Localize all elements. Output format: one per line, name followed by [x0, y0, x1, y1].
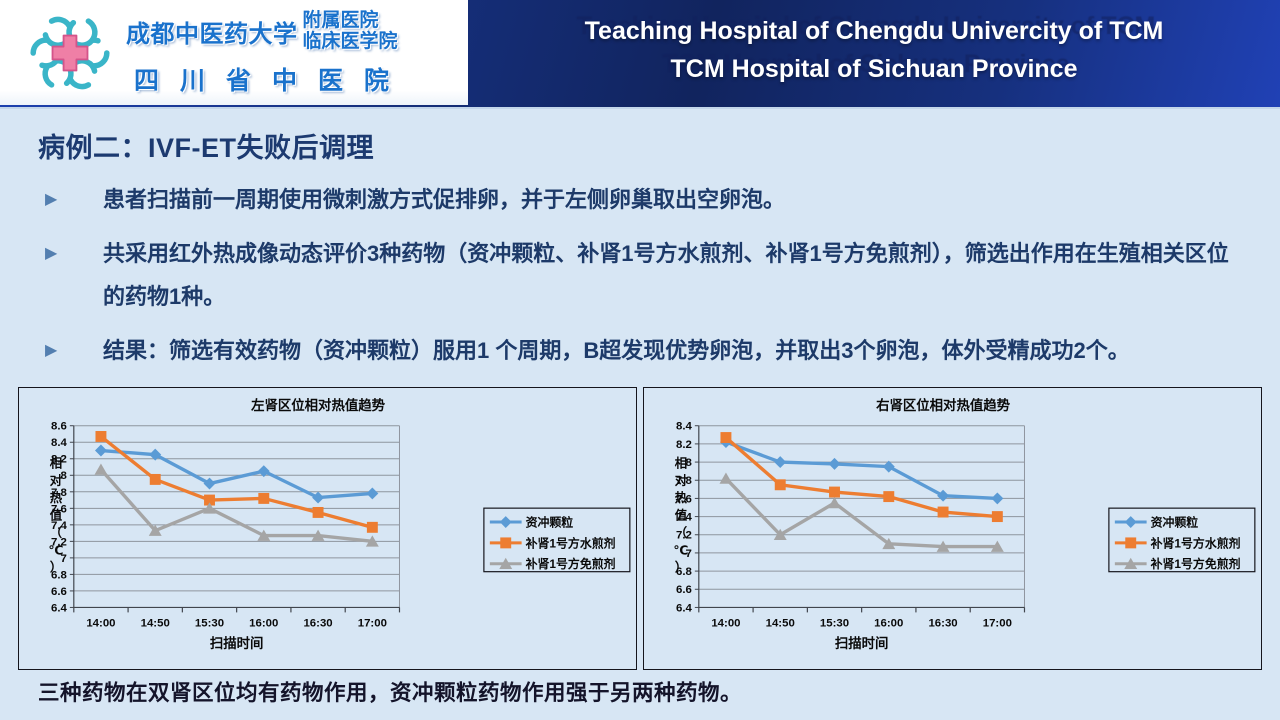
- svg-text:7.8: 7.8: [51, 487, 67, 499]
- bullet-triangle-icon: [42, 232, 103, 318]
- svg-text:7.4: 7.4: [51, 520, 68, 532]
- svg-text:）: ）: [50, 560, 62, 575]
- svg-text:17:00: 17:00: [983, 617, 1012, 629]
- logo-affiliated-hospital: 附属医院: [302, 10, 379, 31]
- bullet-item: 共采用红外热成像动态评价3种药物（资冲颗粒、补肾1号方水煎剂、补肾1号方免煎剂）…: [42, 232, 1248, 318]
- series-1: [95, 431, 378, 533]
- svg-text:值: 值: [50, 508, 63, 523]
- svg-text:7.6: 7.6: [51, 503, 67, 515]
- logo-clinical-school: 临床医学院: [302, 31, 398, 52]
- svg-text:补肾1号方水煎剂: 补肾1号方水煎剂: [525, 536, 616, 550]
- svg-text:8.2: 8.2: [676, 439, 692, 451]
- svg-text:7.8: 7.8: [676, 475, 692, 487]
- header-title-line2: TCM Hospital of Sichuan Province: [670, 55, 1078, 83]
- logo-cross-icon: [51, 34, 89, 72]
- svg-text:℃: ℃: [48, 543, 63, 557]
- series-0: [94, 444, 379, 504]
- svg-text:14:00: 14:00: [711, 617, 740, 629]
- svg-text:15:30: 15:30: [820, 617, 849, 629]
- svg-text:6.6: 6.6: [676, 584, 692, 596]
- svg-text:热: 热: [50, 490, 63, 505]
- svg-text:6.8: 6.8: [51, 569, 67, 581]
- svg-text:16:30: 16:30: [303, 617, 332, 629]
- header-title: Teaching Hospital of Chengdu Univercity …: [468, 12, 1280, 88]
- left-kidney-chart: 8.6 8.4 8.2 8 7.8 7.6 7.4 7.2 7 6.8 6.6 6.4 14:00 14:…: [18, 387, 637, 670]
- svg-text:补肾1号方免煎剂: 补肾1号方免煎剂: [1150, 557, 1241, 571]
- svg-text:16:30: 16:30: [928, 617, 957, 629]
- conclusion-text: 三种药物在双肾区位均有药物作用，资冲颗粒药物作用强于另两种药物。: [38, 681, 743, 705]
- bullet-item: 患者扫描前一周期使用微刺激方式促排卵，并于左侧卵巢取出空卵泡。: [42, 178, 1248, 221]
- svg-text:8.4: 8.4: [676, 421, 693, 433]
- svg-text:8: 8: [686, 457, 692, 469]
- bullet-list: 患者扫描前一周期使用微刺激方式促排卵，并于左侧卵巢取出空卵泡。 共采用红外热成像…: [42, 178, 1248, 383]
- svg-text:（: （: [675, 525, 688, 540]
- chart-svg: 8.6 8.4 8.2 8 7.8 7.6 7.4 7.2 7 6.8 6.6 6.4 14:00 14:…: [48, 397, 631, 651]
- svg-text:6.6: 6.6: [51, 586, 67, 598]
- svg-text:14:50: 14:50: [766, 617, 795, 629]
- x-axis-label: 扫描时间: [210, 635, 264, 651]
- charts-row: 8.6 8.4 8.2 8 7.8 7.6 7.4 7.2 7 6.8 6.6 6.4 14:00 14:…: [18, 387, 1262, 670]
- svg-text:对: 对: [50, 473, 63, 488]
- svg-text:6.4: 6.4: [676, 602, 693, 614]
- svg-text:8.4: 8.4: [51, 437, 68, 449]
- header: 成都中医药大学 附属医院 临床医学院 四川省中医院 Teaching Hospi…: [0, 0, 1280, 109]
- bullet-text: 结果：筛选有效药物（资冲颗粒）服用1 个周期，B超发现优势卵泡，并取出3个卵泡，…: [103, 338, 1130, 363]
- svg-text:7: 7: [61, 553, 67, 565]
- svg-text:7.2: 7.2: [51, 536, 67, 548]
- hospital-logo-text: 成都中医药大学 附属医院 临床医学院 四川省中医院: [126, 10, 464, 97]
- bullet-text: 共采用红外热成像动态评价3种药物（资冲颗粒、补肾1号方水煎剂、补肾1号方免煎剂）…: [103, 241, 1229, 309]
- svg-text:热: 热: [675, 490, 688, 505]
- svg-text:7: 7: [686, 548, 692, 560]
- header-title-line1: Teaching Hospital of Chengdu Univercity …: [584, 17, 1164, 45]
- svg-text:14:50: 14:50: [141, 617, 170, 629]
- svg-text:）: ）: [675, 560, 687, 575]
- svg-text:值: 值: [675, 508, 688, 523]
- svg-text:相: 相: [675, 455, 687, 470]
- svg-text:补肾1号方水煎剂: 补肾1号方水煎剂: [1150, 536, 1241, 550]
- series-1: [720, 432, 1003, 523]
- bullet-triangle-icon: [42, 178, 103, 221]
- chart-title: 左肾区位相对热值趋势: [250, 397, 386, 413]
- svg-text:资冲颗粒: 资冲颗粒: [1151, 516, 1199, 530]
- svg-text:8.2: 8.2: [51, 454, 67, 466]
- svg-text:补肾1号方免煎剂: 补肾1号方免煎剂: [525, 557, 616, 571]
- svg-text:相: 相: [50, 455, 62, 470]
- page-title: 病例二：IVF-ET失败后调理: [38, 133, 374, 163]
- hospital-logo-panel: 成都中医药大学 附属医院 临床医学院 四川省中医院: [0, 0, 468, 105]
- svg-text:14:00: 14:00: [86, 617, 115, 629]
- svg-text:8: 8: [61, 470, 67, 482]
- svg-text:17:00: 17:00: [358, 617, 387, 629]
- svg-text:7.2: 7.2: [676, 530, 692, 542]
- svg-text:对: 对: [675, 473, 688, 488]
- chart-title: 右肾区位相对热值趋势: [876, 397, 1011, 413]
- svg-text:15:30: 15:30: [195, 617, 224, 629]
- series-2: [719, 472, 1004, 552]
- svg-text:16:00: 16:00: [249, 617, 278, 629]
- svg-text:7.4: 7.4: [676, 512, 693, 524]
- svg-text:7.6: 7.6: [676, 493, 692, 505]
- svg-text:（: （: [50, 525, 63, 540]
- svg-text:℃: ℃: [673, 543, 688, 557]
- series-2: [94, 463, 379, 547]
- right-kidney-chart: 8.4 8.2 8 7.8 7.6 7.4 7.2 7 6.8 6.6 6.4 14:00 14:50 1…: [643, 387, 1262, 670]
- hospital-flower-logo-icon: [30, 16, 110, 90]
- svg-text:资冲颗粒: 资冲颗粒: [526, 516, 574, 530]
- bullet-text: 患者扫描前一周期使用微刺激方式促排卵，并于左侧卵巢取出空卵泡。: [103, 187, 786, 212]
- bullet-item: 结果：筛选有效药物（资冲颗粒）服用1 个周期，B超发现优势卵泡，并取出3个卵泡，…: [42, 329, 1248, 372]
- x-axis-label: 扫描时间: [835, 635, 889, 651]
- svg-text:6.4: 6.4: [51, 602, 68, 614]
- svg-text:6.8: 6.8: [676, 566, 692, 578]
- chart-svg: 8.4 8.2 8 7.8 7.6 7.4 7.2 7 6.8 6.6 6.4 14:00 14:50 1…: [673, 397, 1256, 651]
- bullet-triangle-icon: [42, 329, 103, 372]
- svg-text:16:00: 16:00: [874, 617, 903, 629]
- logo-university-name: 成都中医药大学: [126, 20, 298, 48]
- svg-text:8.6: 8.6: [51, 421, 67, 433]
- logo-hospital-name: 四川省中医院: [134, 67, 411, 95]
